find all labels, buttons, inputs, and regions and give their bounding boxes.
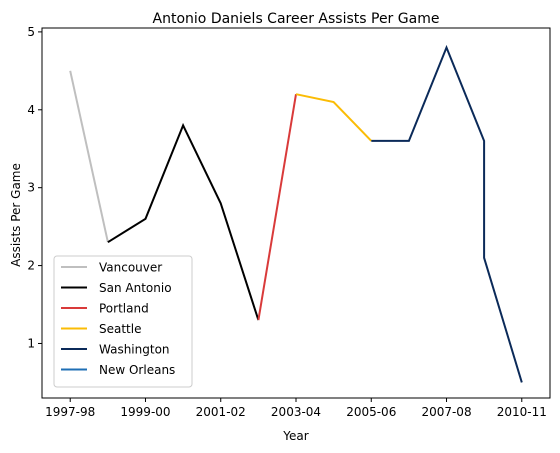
y-axis-label: Assists Per Game	[9, 163, 23, 267]
legend-label: Portland	[99, 302, 149, 316]
y-tick-label: 5	[27, 25, 35, 39]
y-tick-label: 4	[27, 103, 35, 117]
series-line-1	[107, 122, 260, 321]
x-tick-label: 2005-06	[346, 405, 396, 419]
y-tick-label: 2	[27, 259, 35, 273]
plot-frame	[41, 27, 551, 399]
x-axis-label: Year	[282, 429, 308, 443]
y-tick-label: 3	[27, 181, 35, 195]
x-tick-label: 2010-11	[497, 405, 547, 419]
series-line-3	[295, 93, 373, 142]
legend-box	[53, 255, 193, 388]
legend: Vancouver San Antonio Portland Seattle Washi…	[53, 255, 193, 388]
x-tick-label: 2007-08	[421, 405, 471, 419]
legend-label: San Antonio	[99, 281, 172, 295]
series-line-0	[69, 70, 109, 243]
legend-label: Washington	[99, 343, 170, 357]
x-tick-label: 1997-98	[45, 405, 95, 419]
plot-area: 1997-98 1999-00 2001-02 2003-04 2005-06 2007-…	[27, 25, 546, 419]
series-line-2	[257, 94, 297, 321]
legend-label: New Orleans	[99, 363, 175, 377]
x-tick-label: 2003-04	[271, 405, 321, 419]
y-tick-label: 1	[27, 336, 35, 350]
legend-label: Vancouver	[99, 261, 162, 275]
series-line-4	[371, 44, 523, 383]
legend-label: Seattle	[99, 322, 141, 336]
x-tick-label: 2001-02	[196, 405, 246, 419]
x-tick-label: 1999-00	[120, 405, 170, 419]
chart-title: Antonio Daniels Career Assists Per Game	[153, 11, 440, 27]
